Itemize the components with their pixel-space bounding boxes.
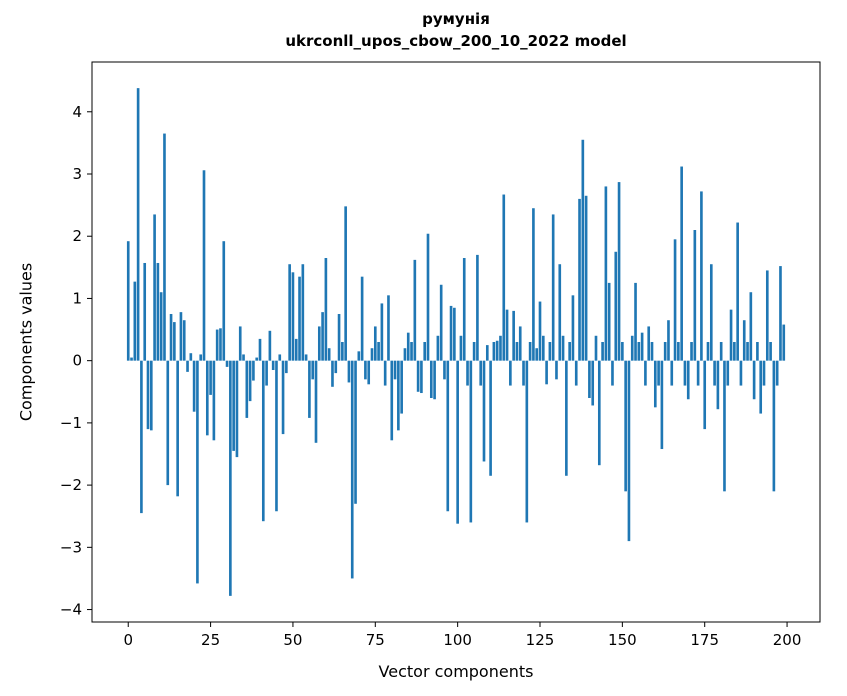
- svg-text:1: 1: [72, 289, 82, 307]
- svg-text:50: 50: [283, 631, 302, 649]
- chart-title-line1: румунія: [422, 10, 490, 28]
- chart-title: румунія ukrconll_upos_cbow_200_10_2022 m…: [92, 8, 820, 52]
- svg-text:2: 2: [72, 227, 82, 245]
- svg-text:3: 3: [72, 165, 82, 183]
- svg-text:0: 0: [123, 631, 133, 649]
- svg-text:−4: −4: [60, 601, 82, 619]
- svg-text:100: 100: [443, 631, 472, 649]
- svg-text:125: 125: [526, 631, 555, 649]
- svg-text:150: 150: [608, 631, 637, 649]
- svg-text:75: 75: [366, 631, 385, 649]
- svg-text:200: 200: [773, 631, 802, 649]
- chart-title-line2: ukrconll_upos_cbow_200_10_2022 model: [285, 32, 627, 50]
- svg-text:25: 25: [201, 631, 220, 649]
- x-axis-label: Vector components: [378, 662, 534, 681]
- svg-text:4: 4: [72, 103, 82, 121]
- svg-text:−3: −3: [60, 538, 82, 556]
- svg-text:−1: −1: [60, 414, 82, 432]
- y-axis-label: Components values: [16, 262, 36, 422]
- svg-text:0: 0: [72, 352, 82, 370]
- svg-text:−2: −2: [60, 476, 82, 494]
- svg-text:175: 175: [690, 631, 719, 649]
